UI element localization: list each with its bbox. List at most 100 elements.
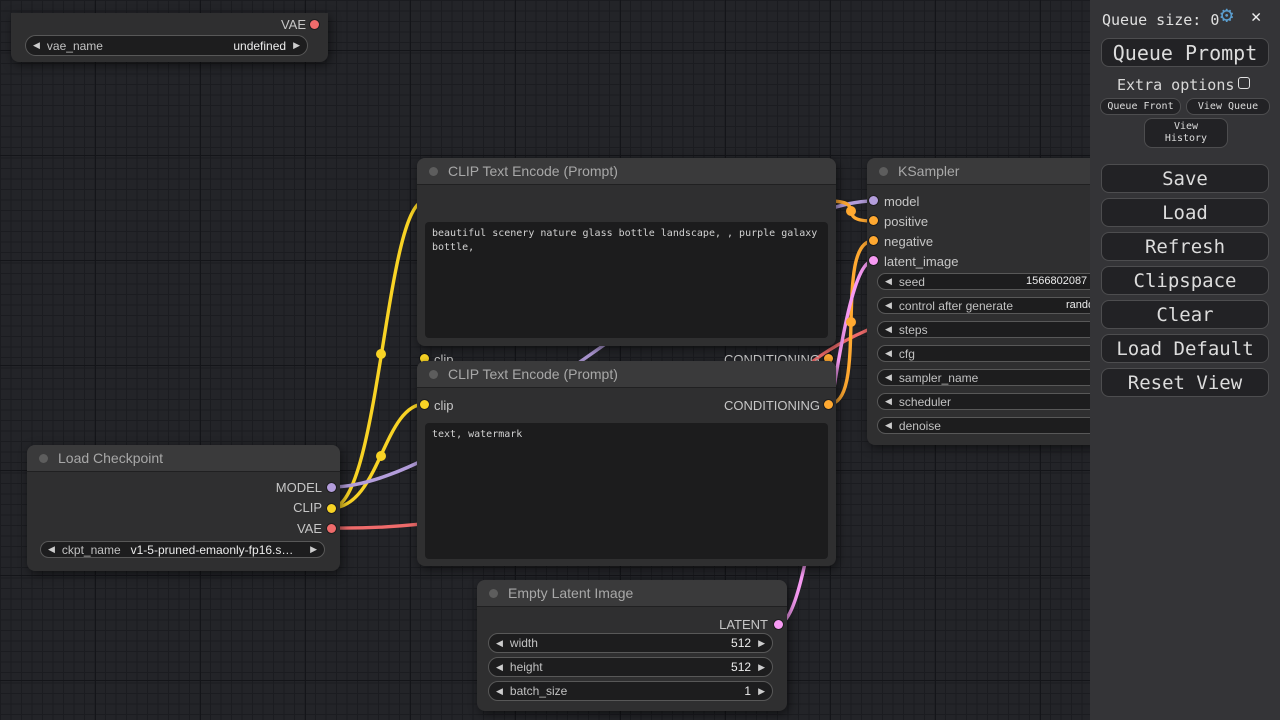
input-label-latent-image: latent_image — [884, 254, 959, 269]
latent-image-input-dot[interactable] — [869, 256, 878, 265]
model-output-dot[interactable] — [327, 483, 336, 492]
input-label-positive: positive — [884, 214, 929, 229]
extra-options-checkbox[interactable] — [1238, 77, 1250, 89]
decrement-arrow-icon[interactable]: ◀ — [885, 372, 892, 382]
gear-icon[interactable]: ⚙ — [1220, 3, 1234, 28]
decrement-arrow-icon[interactable]: ◀ — [885, 276, 892, 286]
widget-label: cfg — [898, 346, 915, 361]
decrement-arrow-icon[interactable]: ◀ — [885, 300, 892, 310]
node-title-bar[interactable]: CLIP Text Encode (Prompt) — [417, 158, 836, 184]
conditioning-output-dot[interactable] — [824, 354, 833, 363]
scheduler-widget[interactable]: ◀ scheduler — [877, 393, 1146, 410]
width-widget[interactable]: ◀ width 512 ▶ — [488, 633, 773, 653]
link-midpoint-dot — [846, 317, 856, 327]
node-load-checkpoint[interactable]: Load Checkpoint MODEL CLIP VAE ◀ ckpt_na… — [27, 445, 340, 571]
load-default-button[interactable]: Load Default — [1101, 334, 1269, 363]
view-history-button[interactable]: View History — [1144, 118, 1228, 148]
input-label-negative: negative — [884, 234, 934, 249]
clip-input-dot[interactable] — [420, 400, 429, 409]
widget-value: 512 — [731, 660, 752, 674]
widget-label: width — [509, 636, 538, 650]
negative-input-dot[interactable] — [869, 236, 878, 245]
input-label-clip: clip — [434, 398, 454, 413]
collapse-dot-icon[interactable] — [429, 166, 438, 176]
output-label-conditioning: CONDITIONING — [723, 398, 820, 413]
decrement-arrow-icon[interactable]: ◀ — [496, 685, 503, 696]
node-title: CLIP Text Encode (Prompt) — [448, 163, 618, 179]
output-label-clip: CLIP — [293, 500, 322, 515]
clipspace-button[interactable]: Clipspace — [1101, 266, 1269, 295]
increment-arrow-icon[interactable]: ▶ — [293, 40, 300, 50]
node-vae-loader[interactable]: VAE ◀ vae_name undefined ▶ — [11, 13, 328, 62]
node-title-bar[interactable]: Load Checkpoint — [27, 445, 340, 471]
clip-input-dot[interactable] — [420, 354, 429, 363]
refresh-button[interactable]: Refresh — [1101, 232, 1269, 261]
node-clip-text-encode-negative[interactable]: CLIP Text Encode (Prompt) clip CONDITION… — [417, 361, 836, 566]
control-after-generate-widget[interactable]: ◀ control after generate — [877, 297, 1146, 314]
output-label-model: MODEL — [275, 480, 322, 495]
output-label-vae: VAE — [280, 17, 306, 32]
node-title: Load Checkpoint — [58, 450, 164, 466]
batch-size-widget[interactable]: ◀ batch_size 1 ▶ — [488, 681, 773, 701]
widget-label: vae_name — [46, 38, 103, 53]
seed-widget[interactable]: ◀ seed — [877, 273, 1146, 290]
widget-label: denoise — [898, 418, 941, 433]
decrement-arrow-icon[interactable]: ◀ — [496, 637, 503, 648]
vae-output-dot[interactable] — [327, 524, 336, 533]
close-icon[interactable]: ✕ — [1251, 7, 1262, 27]
node-title: KSampler — [898, 163, 960, 179]
decrement-arrow-icon[interactable]: ◀ — [885, 324, 892, 334]
prompt-textarea[interactable]: beautiful scenery nature glass bottle la… — [425, 222, 828, 338]
increment-arrow-icon[interactable]: ▶ — [310, 544, 317, 554]
steps-widget[interactable]: ◀ steps — [877, 321, 1146, 338]
link-midpoint-dot — [376, 349, 386, 359]
widget-label: batch_size — [509, 684, 568, 698]
load-button[interactable]: Load — [1101, 198, 1269, 227]
widget-value: undefined — [233, 38, 287, 53]
denoise-widget[interactable]: ◀ denoise — [877, 417, 1146, 434]
node-title: Empty Latent Image — [508, 585, 634, 601]
queue-front-button[interactable]: Queue Front — [1100, 98, 1181, 115]
collapse-dot-icon[interactable] — [489, 588, 498, 598]
widget-label: steps — [898, 322, 928, 337]
collapse-dot-icon[interactable] — [39, 453, 48, 463]
collapse-dot-icon[interactable] — [429, 369, 438, 379]
node-title-bar[interactable]: Empty Latent Image — [477, 580, 787, 606]
height-widget[interactable]: ◀ height 512 ▶ — [488, 657, 773, 677]
vae-name-widget[interactable]: ◀ vae_name undefined ▶ — [25, 35, 308, 56]
queue-prompt-button[interactable]: Queue Prompt — [1101, 38, 1269, 67]
model-input-dot[interactable] — [869, 196, 878, 205]
sampler-name-widget[interactable]: ◀ sampler_name — [877, 369, 1146, 386]
node-title-bar[interactable]: CLIP Text Encode (Prompt) — [417, 361, 836, 387]
increment-arrow-icon[interactable]: ▶ — [758, 661, 765, 672]
decrement-arrow-icon[interactable]: ◀ — [48, 544, 55, 554]
increment-arrow-icon[interactable]: ▶ — [758, 637, 765, 648]
output-label-latent: LATENT — [719, 617, 768, 632]
clip-output-dot[interactable] — [327, 504, 336, 513]
node-clip-text-encode-positive[interactable]: CLIP Text Encode (Prompt) clip CONDITION… — [417, 158, 836, 366]
latent-output-dot[interactable] — [774, 620, 783, 629]
decrement-arrow-icon[interactable]: ◀ — [885, 420, 892, 430]
decrement-arrow-icon[interactable]: ◀ — [885, 348, 892, 358]
decrement-arrow-icon[interactable]: ◀ — [496, 661, 503, 672]
widget-value: 1 — [744, 684, 752, 698]
conditioning-output-dot[interactable] — [824, 400, 833, 409]
node-empty-latent-image[interactable]: Empty Latent Image LATENT ◀ width 512 ▶ … — [477, 580, 787, 711]
save-button[interactable]: Save — [1101, 164, 1269, 193]
collapse-dot-icon[interactable] — [879, 166, 888, 176]
cfg-widget[interactable]: ◀ cfg — [877, 345, 1146, 362]
clear-button[interactable]: Clear — [1101, 300, 1269, 329]
comfy-menu-panel: Queue size: 0 ⚙ ✕ Queue Prompt Extra opt… — [1090, 0, 1280, 720]
vae-output-dot[interactable] — [310, 20, 319, 29]
decrement-arrow-icon[interactable]: ◀ — [885, 396, 892, 406]
view-queue-button[interactable]: View Queue — [1186, 98, 1270, 115]
extra-options-label: Extra options — [1117, 76, 1235, 94]
link-midpoint-dot — [376, 451, 386, 461]
prompt-textarea[interactable]: text, watermark — [425, 423, 828, 559]
positive-input-dot[interactable] — [869, 216, 878, 225]
ckpt-name-widget[interactable]: ◀ ckpt_name v1-5-pruned-emaonly-fp16.s… … — [40, 541, 325, 558]
reset-view-button[interactable]: Reset View — [1101, 368, 1269, 397]
increment-arrow-icon[interactable]: ▶ — [758, 685, 765, 696]
decrement-arrow-icon[interactable]: ◀ — [33, 40, 40, 50]
